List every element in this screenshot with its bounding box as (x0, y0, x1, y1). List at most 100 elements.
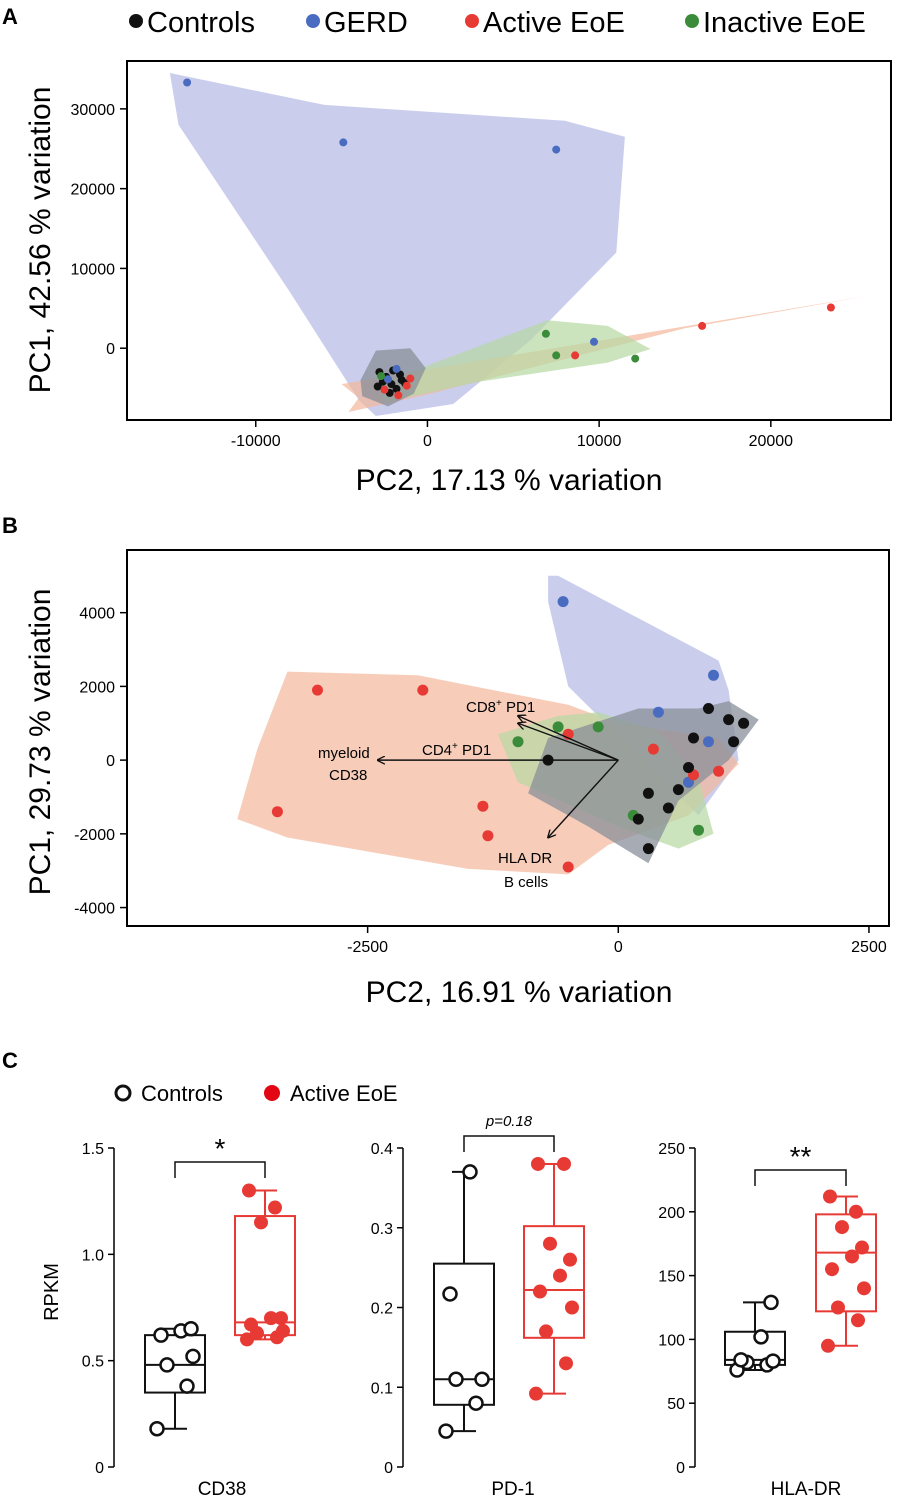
panelb-point-active (647, 743, 659, 755)
panela-point-inactive (541, 329, 550, 338)
panel-c-y-tick-label: 0 (95, 1460, 104, 1477)
panel-c-point-active (529, 1386, 543, 1401)
panel-c-y-tick-label: 0 (384, 1460, 393, 1477)
panel-c-point-active (849, 1204, 863, 1219)
panelb-point-active (713, 765, 725, 777)
panela-point-gerd (552, 145, 561, 154)
panel-letter-a: A (2, 4, 18, 29)
panel-b-axes: -2500 0 2500 -4000 -2000 0 2000 4000 (74, 606, 887, 956)
panelb-hull-controls (528, 701, 759, 864)
panel-c-point-controls (448, 1371, 464, 1388)
panel-b-points (271, 596, 750, 873)
panel-c-point-controls (179, 1378, 195, 1394)
panel-b-arrow-label: CD4+ PD1 (422, 741, 491, 759)
panel-c-category-label: CD38 (198, 1479, 247, 1500)
panel-c-y-tick-label: 200 (658, 1205, 685, 1222)
panelb-point-controls (642, 843, 654, 855)
panela-x-tick-label: 10000 (577, 433, 622, 450)
panel-a-hulls (169, 73, 866, 416)
panela-point-gerd (392, 364, 401, 373)
panel-b-arrow (518, 716, 619, 761)
panela-point-active (402, 381, 411, 390)
panel-b-arrow-label: CD8+ PD1 (466, 698, 535, 716)
panelb-y-tick-label: 2000 (79, 679, 115, 696)
panelb-x-tick-label: -2500 (347, 939, 388, 956)
panel-c-point-controls (153, 1327, 169, 1343)
panel-c-point-active (825, 1262, 839, 1277)
panela-x-tick-label: -10000 (231, 433, 281, 450)
legend-label-active: Active EoE (483, 7, 625, 39)
panel-a-x-label: PC2, 17.13 % variation (356, 464, 663, 497)
panela-point-active (826, 303, 835, 312)
panelb-point-controls (642, 787, 654, 799)
panel-c-point-active (845, 1249, 859, 1264)
panel-c-point-active (244, 1317, 258, 1332)
panelb-point-inactive (693, 824, 704, 836)
panelb-y-tick-label: -4000 (74, 901, 115, 918)
panel-a-frame (126, 60, 892, 421)
legend-marker-active (465, 14, 479, 28)
panel-c-point-controls (763, 1294, 779, 1311)
panel-b-loading-arrows: CD8+ PD1 CD4+ PD1 myeloid CD38 HLA DR B cells (318, 698, 619, 891)
panel-c-point-active (553, 1268, 567, 1283)
panel-c-point-controls (765, 1353, 781, 1369)
panelb-point-inactive (512, 736, 524, 748)
panelb-point-gerd (652, 706, 664, 718)
panel-c-y-tick-label: 1.5 (82, 1141, 104, 1158)
panelb-point-active (477, 800, 489, 812)
panel-c-y-tick-label: 50 (667, 1396, 685, 1413)
panel-b-arrow-label: CD38 (329, 767, 367, 784)
panela-point-gerd (183, 78, 192, 87)
panel-a-axes: -10000 0 10000 20000 0 10000 20000 30000 (71, 102, 794, 450)
panel-c-significance-bracket (463, 1135, 555, 1152)
panelb-point-controls (703, 703, 714, 714)
legend-c-marker-controls (114, 1084, 132, 1102)
panelb-y-tick-label: 4000 (79, 606, 115, 623)
panel-c-point-active (823, 1189, 837, 1204)
panel-c-significance-bracket (174, 1161, 266, 1178)
legend-marker-inactive (685, 14, 699, 28)
panelb-point-controls (688, 732, 699, 744)
panel-c-point-active (557, 1156, 571, 1171)
legend-c-marker-active (264, 1085, 280, 1101)
panela-hull-inactive (375, 320, 651, 403)
panel-c-point-controls (474, 1371, 490, 1388)
panel-c-point-active (242, 1183, 256, 1198)
panel-b-y-label: PC1, 29.73 % variation (24, 589, 57, 896)
panel-b-arrow (548, 759, 619, 837)
panel-c-point-active (274, 1311, 288, 1326)
panel-a-points (183, 78, 835, 400)
panel-c-y-tick-label: 0.4 (371, 1141, 393, 1158)
panela-hull-controls (360, 348, 426, 407)
legend-c-label-controls: Controls (141, 1081, 223, 1106)
legend-c: Controls Active EoE (114, 1081, 398, 1106)
panel-c-y-tick-label: 0.2 (371, 1301, 393, 1318)
panelb-point-controls (738, 717, 750, 729)
panel-c-point-active (831, 1300, 845, 1315)
legend-label-inactive: Inactive EoE (703, 7, 866, 39)
panel-c-point-active (851, 1313, 865, 1328)
panel-b-arrow-label: HLA DR (498, 850, 552, 867)
panel-c-point-active (563, 1252, 577, 1267)
panela-point-gerd (590, 337, 598, 346)
panel-a-pca-plot: -10000 0 10000 20000 0 10000 20000 30000 PC2, 1… (24, 60, 892, 497)
panel-c-point-controls (468, 1395, 484, 1411)
panel-c-point-active (565, 1300, 579, 1315)
panel-c-point-controls (753, 1329, 769, 1345)
panel-c-y-tick-label: 250 (658, 1141, 685, 1158)
panela-x-tick-label: 20000 (749, 433, 794, 450)
panel-c-y-tick-label: 0 (676, 1460, 685, 1477)
panel-c-point-active (559, 1356, 573, 1371)
panel-c-y-tick-label: 100 (658, 1332, 685, 1349)
panela-y-tick-label: 30000 (71, 102, 116, 119)
panel-b-pca-plot: CD8+ PD1 CD4+ PD1 myeloid CD38 HLA DR B cells… (24, 549, 890, 1009)
panelb-point-controls (662, 802, 674, 814)
panel-c-box (523, 1225, 585, 1339)
panelb-point-controls (683, 762, 694, 773)
panela-point-active (394, 391, 403, 400)
panel-b-arrow (518, 723, 619, 761)
panela-point-active (380, 385, 389, 394)
panel-c-significance-bracket (754, 1169, 847, 1186)
panelb-point-active (271, 806, 283, 818)
panelb-y-tick-label: -2000 (74, 827, 115, 844)
